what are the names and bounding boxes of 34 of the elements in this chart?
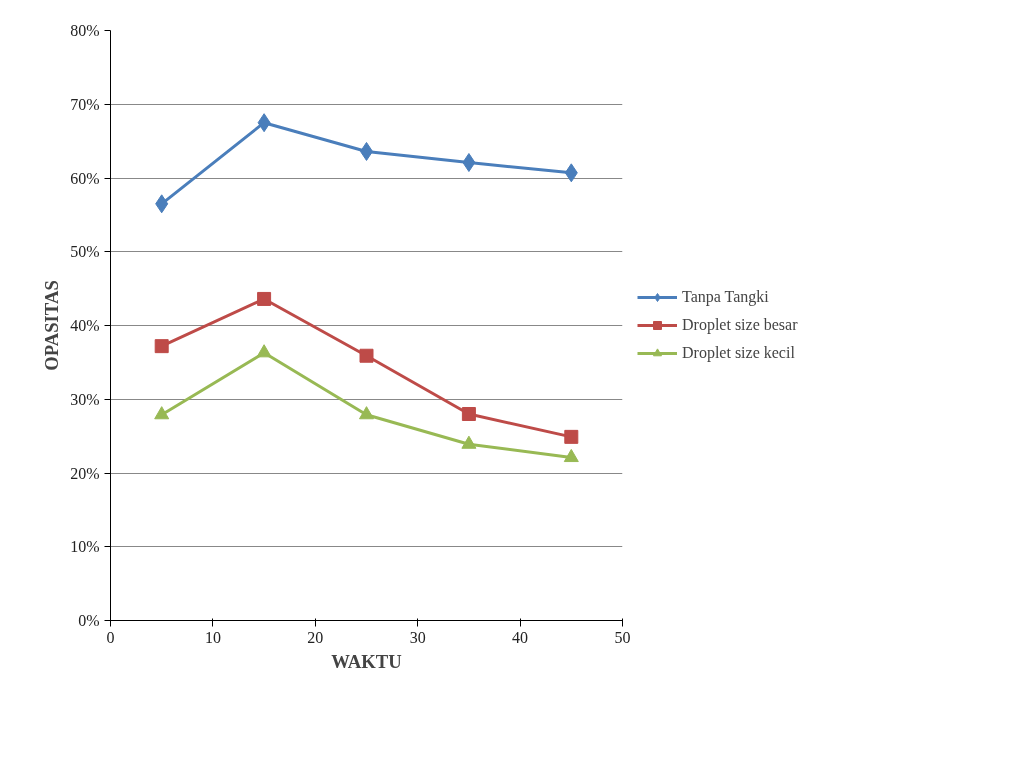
point	[563, 448, 579, 463]
x-tick-label: 50	[614, 628, 631, 646]
point	[154, 406, 170, 420]
point	[359, 406, 374, 420]
legend-label: Tanpa Tangki	[682, 288, 769, 306]
x-tick-label: 30	[409, 628, 426, 646]
point	[256, 344, 272, 358]
point	[359, 348, 374, 363]
point	[154, 339, 169, 354]
x-tick-label: 40	[512, 628, 529, 646]
x-tick-label: 10	[204, 628, 221, 646]
point	[155, 194, 169, 214]
y-tick-label: 30%	[70, 390, 100, 408]
x-axis-title: WAKTU	[331, 650, 403, 672]
y-tick-label: 20%	[70, 464, 100, 482]
legend-label: Droplet size besar	[682, 316, 798, 334]
y-tick-label: 50%	[70, 243, 100, 261]
y-axis-title: OPASITAS	[41, 280, 63, 371]
point	[461, 407, 476, 421]
point	[564, 429, 579, 444]
y-tick-label: 70%	[70, 95, 100, 113]
x-tick-label: 0	[106, 628, 115, 646]
y-tick-label: 60%	[70, 169, 100, 187]
y-tick-label: 40%	[70, 317, 100, 334]
legend-label: Droplet size kecil	[682, 344, 795, 362]
point	[461, 435, 477, 449]
point	[257, 113, 271, 133]
y-tick-label: 80%	[70, 22, 100, 39]
x-tick-label: 20	[307, 628, 324, 646]
y-tick-label: 10%	[70, 538, 100, 556]
point	[462, 153, 476, 173]
point	[257, 291, 272, 306]
y-tick-label: 0%	[78, 612, 100, 629]
point	[564, 163, 578, 183]
